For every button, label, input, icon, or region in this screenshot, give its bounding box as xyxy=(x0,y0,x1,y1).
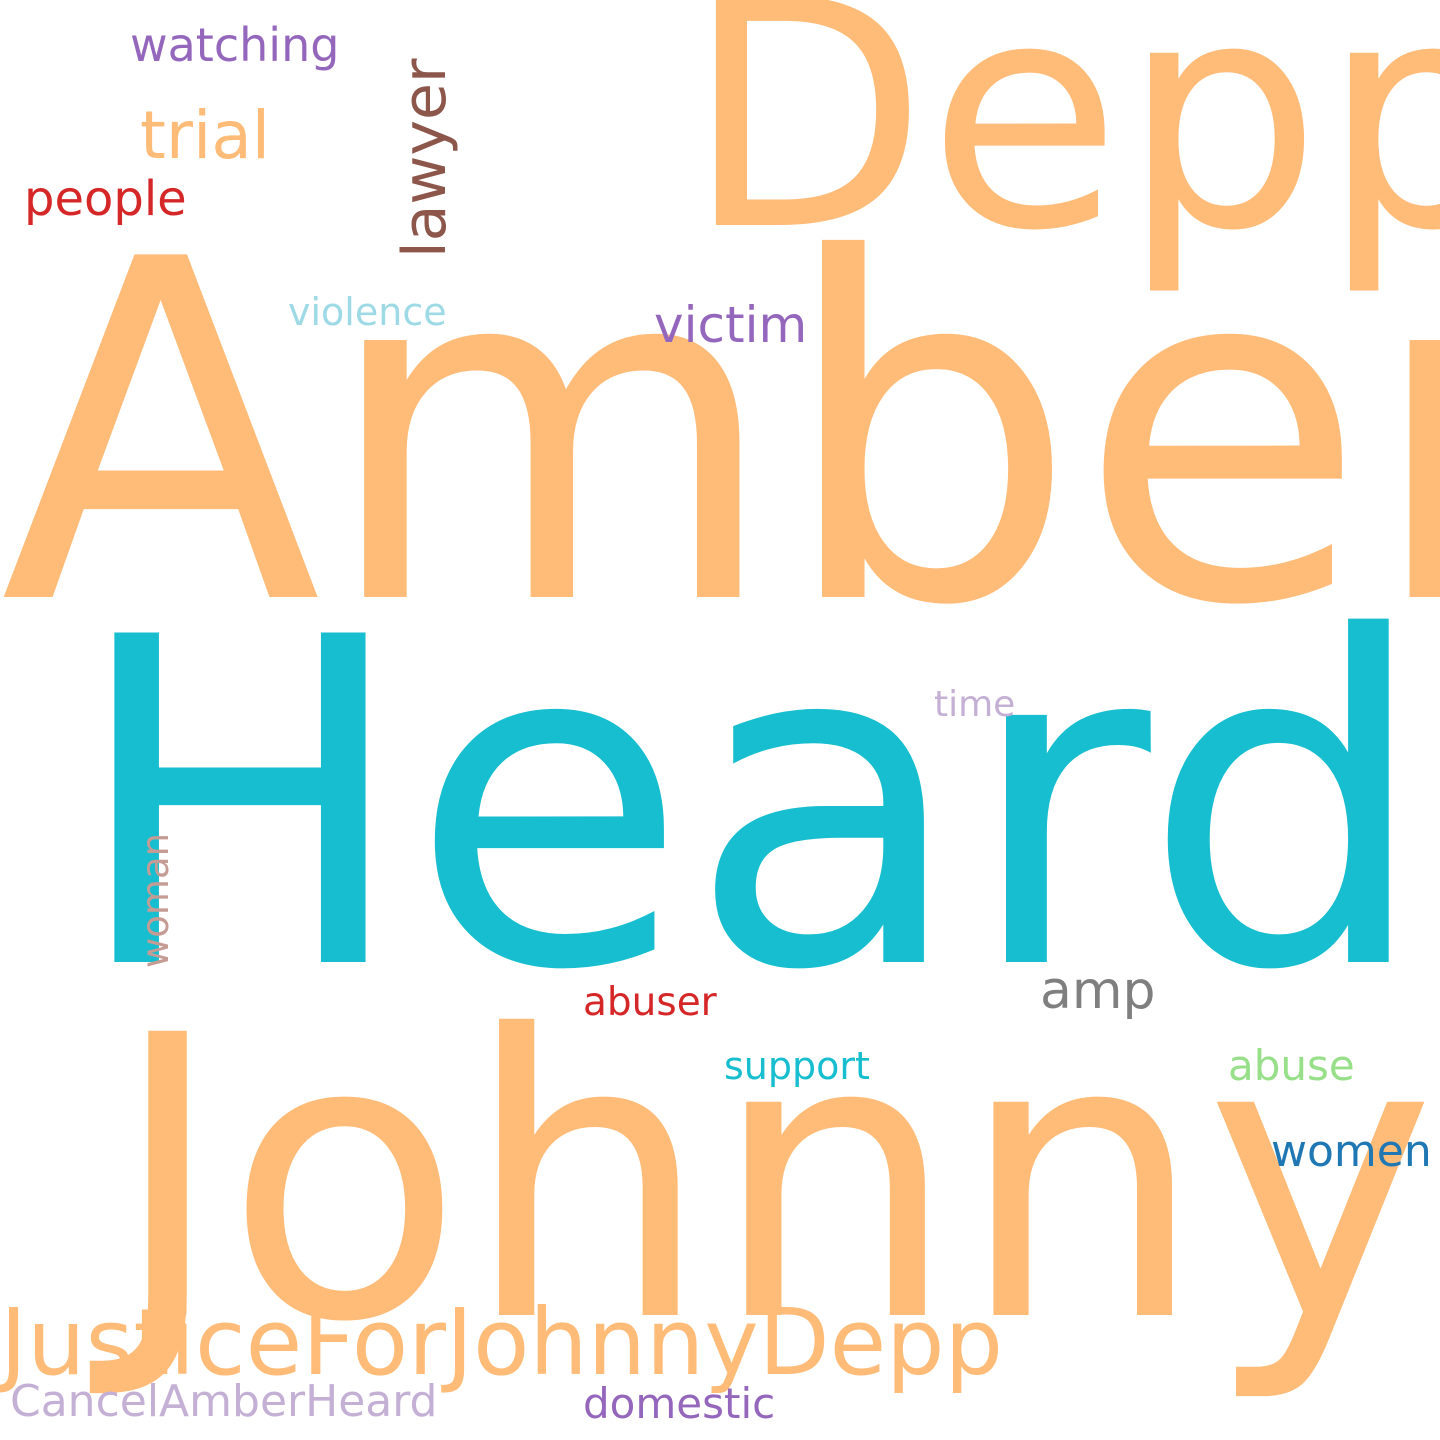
word-victim: victim xyxy=(654,296,808,354)
word-support: support xyxy=(724,1044,870,1088)
word-lawyer: lawyer xyxy=(390,58,460,258)
word-abuser: abuser xyxy=(583,980,717,1025)
word-domestic: domestic xyxy=(583,1379,776,1428)
word-cancel-amber-heard: CancelAmberHeard xyxy=(10,1376,438,1427)
word-amber: Amber xyxy=(0,161,1440,708)
word-woman: woman xyxy=(134,832,177,968)
word-trial: trial xyxy=(140,97,271,174)
word-heard: Heard xyxy=(70,542,1430,1069)
word-time: time xyxy=(934,684,1016,725)
word-abuse: abuse xyxy=(1228,1041,1355,1090)
word-amp: amp xyxy=(1040,961,1156,1021)
word-johnny: Johnny xyxy=(110,953,1436,1407)
word-justice-for-johnny-depp: JusticeForJohnnyDepp xyxy=(0,1289,1003,1396)
word-depp: Depp xyxy=(685,0,1440,300)
word-people: people xyxy=(24,171,187,227)
word-watching: watching xyxy=(130,18,340,72)
word-violence: violence xyxy=(288,290,447,334)
word-women: women xyxy=(1271,1126,1432,1177)
